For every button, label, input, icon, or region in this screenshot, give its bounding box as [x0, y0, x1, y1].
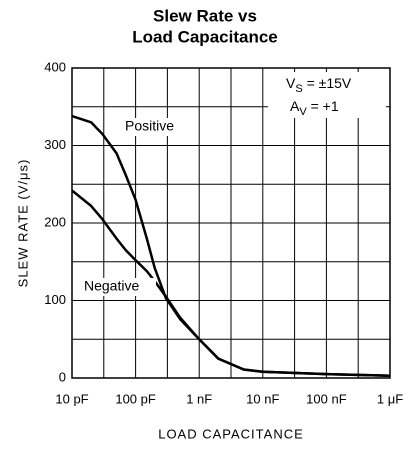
x-tick-label: 100 nF	[306, 391, 347, 406]
y-tick-label: 400	[44, 59, 66, 74]
series-label: Positive	[125, 118, 174, 134]
y-tick-label: 100	[44, 292, 66, 307]
x-tick-label: 10 pF	[55, 391, 88, 406]
annotation-sub: S	[295, 83, 302, 95]
chart-title: Load Capacitance	[132, 27, 278, 46]
y-axis-label: SLEW RATE (V/μs)	[15, 159, 30, 288]
series-label-bg	[82, 278, 156, 296]
x-axis-label: LOAD CAPACITANCE	[158, 426, 304, 441]
annotation: AV = +1	[290, 98, 339, 118]
series-line	[71, 189, 391, 377]
x-tick-label: 100 pF	[115, 391, 156, 406]
x-tick-label: 10 nF	[246, 391, 279, 406]
y-tick-label: 200	[44, 214, 66, 229]
annotation-rest: = ±15V	[303, 75, 352, 91]
y-tick-label: 300	[44, 137, 66, 152]
annotation-sub: V	[299, 106, 307, 118]
plot-frame	[71, 67, 391, 379]
annotation-box	[268, 72, 386, 118]
chart-title: Slew Rate vs	[153, 6, 257, 25]
series-label: Negative	[84, 278, 139, 294]
annotation-main: V	[286, 75, 296, 91]
series-label-bg	[123, 118, 197, 136]
annotation-main: A	[290, 98, 300, 114]
y-tick-label: 0	[59, 369, 66, 384]
x-tick-label: 1 μF	[377, 391, 403, 406]
annotation-rest: = +1	[307, 98, 339, 114]
annotation: VS = ±15V	[286, 75, 352, 95]
x-tick-label: 1 nF	[186, 391, 212, 406]
